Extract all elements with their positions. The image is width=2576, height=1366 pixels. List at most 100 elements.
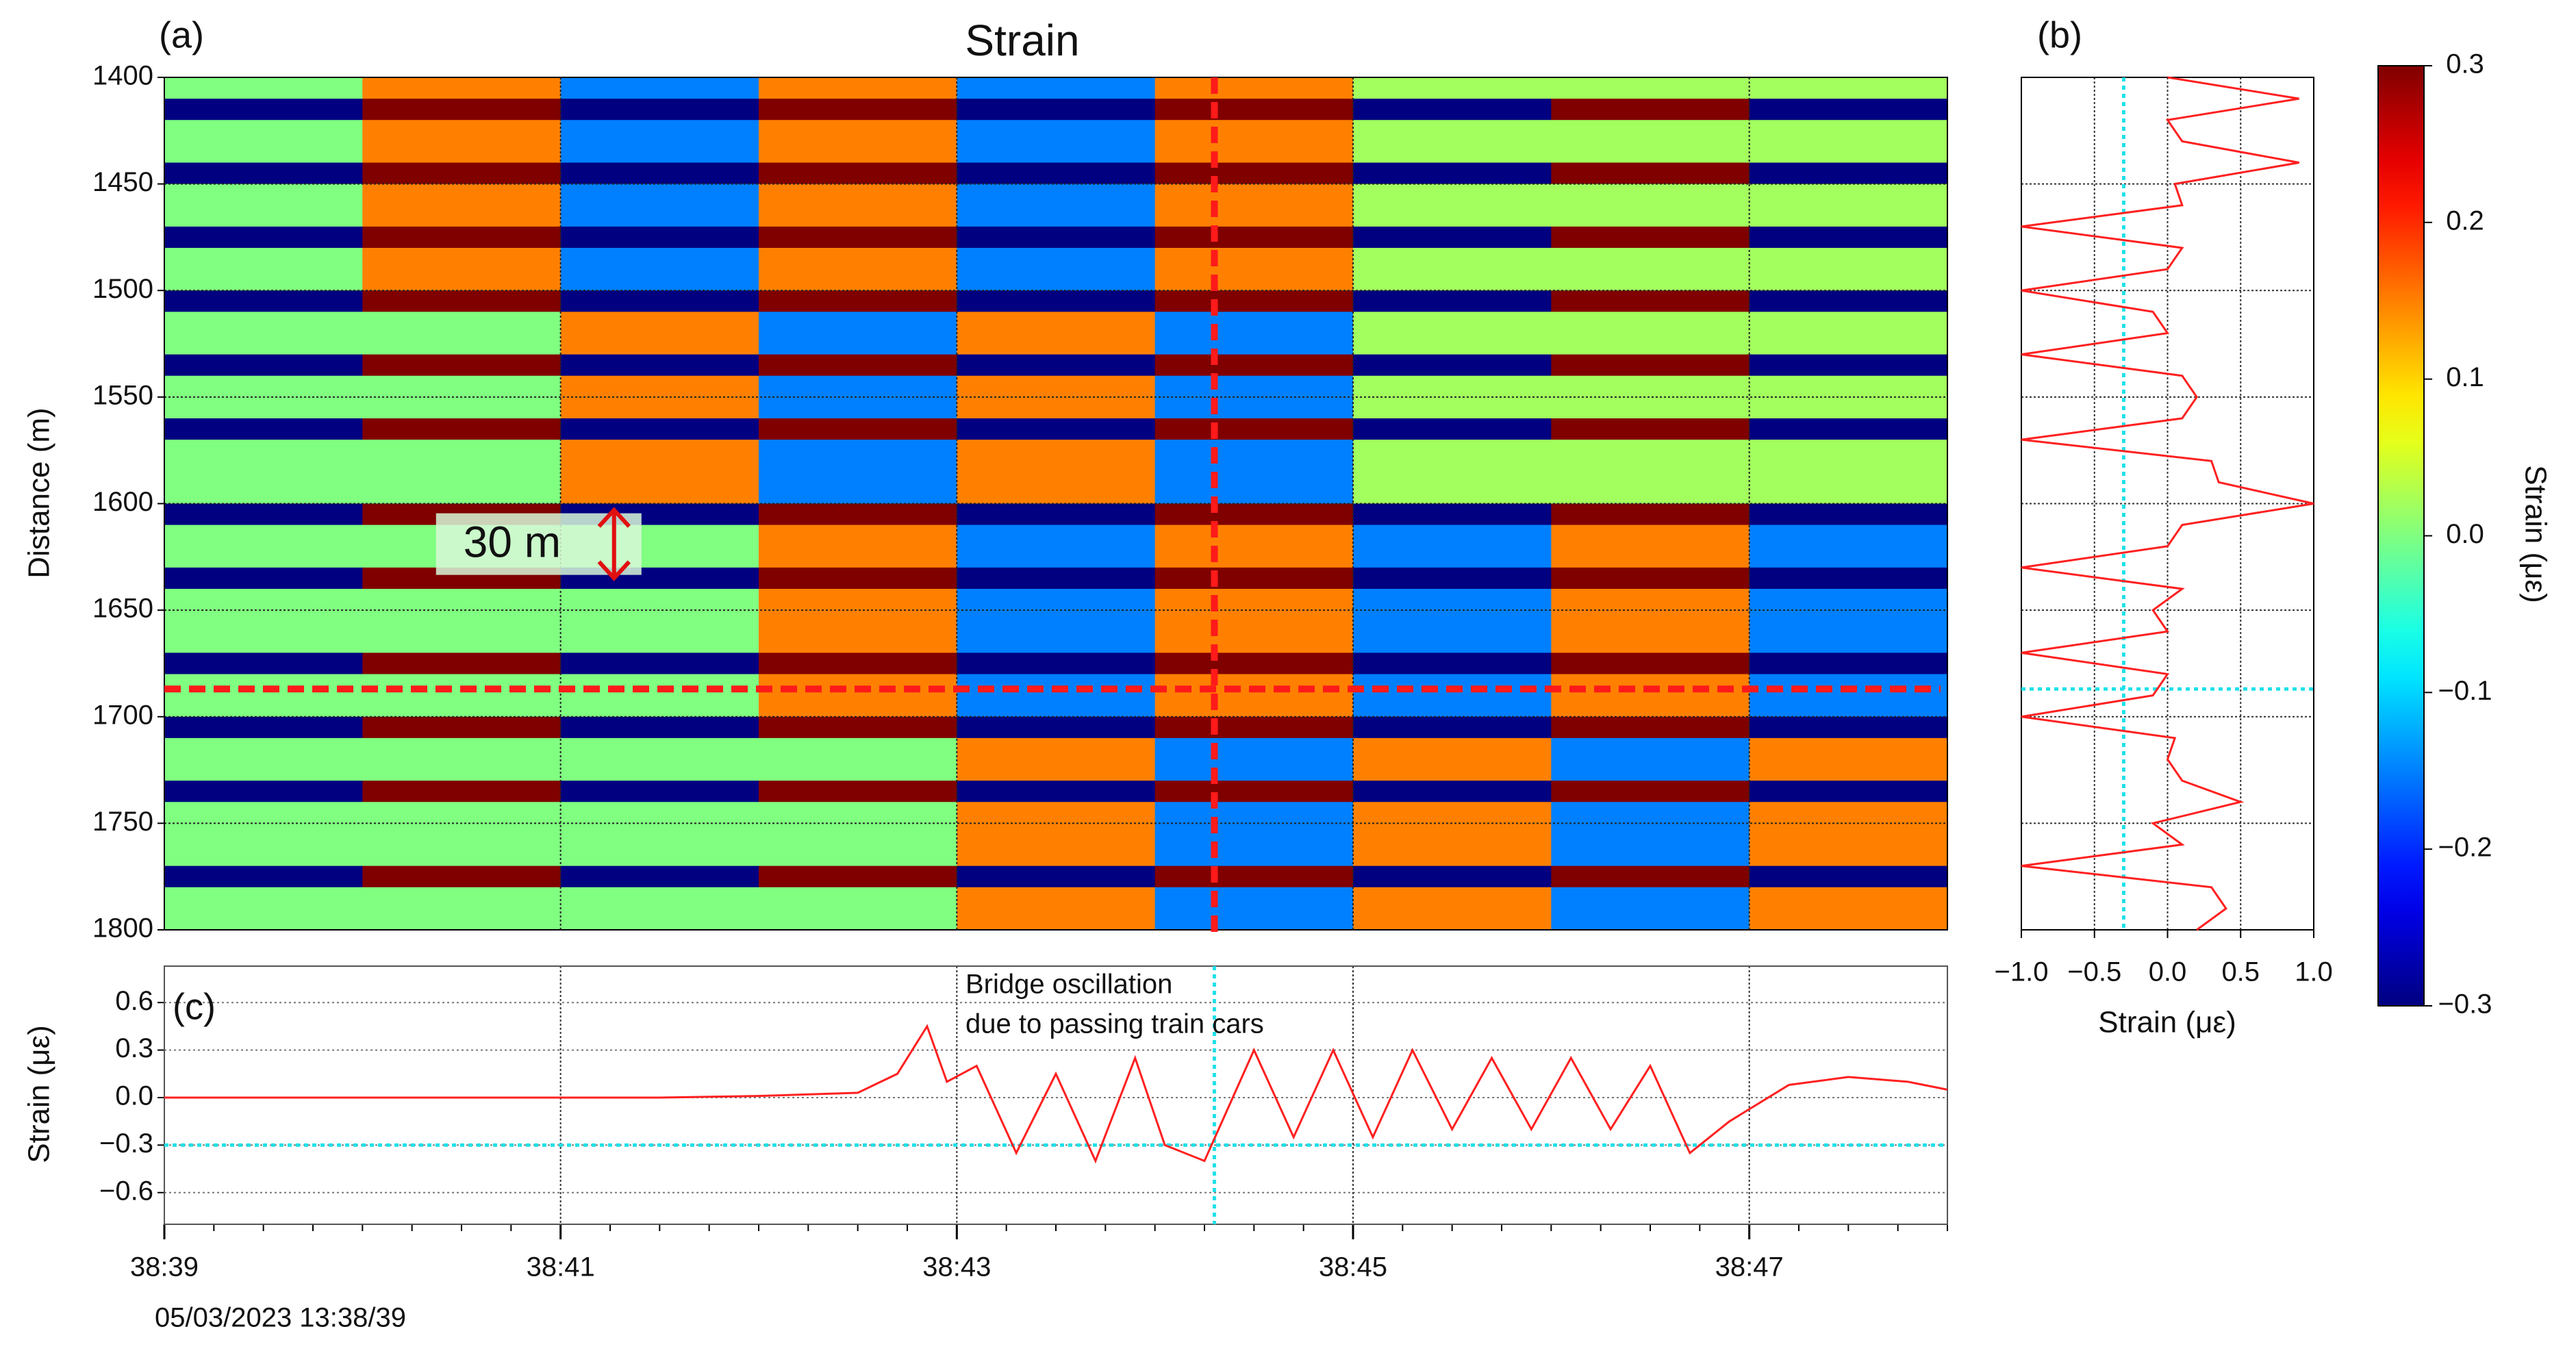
colorbar-tick-label: −0.1 <box>2438 676 2492 706</box>
heatmap-cell <box>560 823 759 845</box>
heatmap-cell <box>560 226 759 249</box>
heatmap-cell <box>759 290 957 312</box>
heatmap-cell <box>759 631 957 653</box>
heatmap-cell <box>362 418 561 440</box>
annotation-text: due to passing train cars <box>965 1009 1264 1039</box>
heatmap-cell <box>1353 333 1552 355</box>
heatmap-cell <box>1749 546 1948 568</box>
heatmap-cell <box>1353 802 1552 824</box>
y-tick-label: 1600 <box>92 487 153 517</box>
heatmap-cell <box>1749 77 1948 99</box>
heatmap-cell <box>759 546 957 568</box>
heatmap-cell <box>164 99 363 121</box>
heatmap-cell <box>1154 440 1354 461</box>
heatmap-cell <box>759 226 957 249</box>
heatmap-cell <box>1154 141 1354 163</box>
heatmap-cell <box>362 482 561 504</box>
y-tick-label: 1800 <box>92 913 153 944</box>
heatmap-cell <box>164 375 363 398</box>
heatmap-cell <box>1749 461 1948 483</box>
heatmap-cell <box>1353 290 1552 312</box>
heatmap-cell <box>1551 802 1750 824</box>
heatmap-cell <box>1551 695 1750 718</box>
heatmap-cell <box>1749 440 1948 461</box>
heatmap-cell <box>957 844 1156 867</box>
y-tick-label: 1450 <box>92 167 153 197</box>
heatmap-cell <box>957 205 1156 227</box>
heatmap-cell <box>1154 865 1354 888</box>
heatmap-cell <box>1551 375 1750 398</box>
heatmap-cell <box>560 589 759 611</box>
heatmap-cell <box>1353 461 1552 483</box>
heatmap-cell <box>362 248 561 270</box>
colorbar-tick-label: 0.1 <box>2446 362 2484 392</box>
heatmap-cell <box>957 120 1156 142</box>
heatmap-cell <box>164 184 363 206</box>
heatmap-cell <box>362 887 561 909</box>
heatmap-cell <box>1353 269 1552 291</box>
heatmap-cell <box>1551 546 1750 568</box>
heatmap-cell <box>1353 440 1552 461</box>
heatmap-cell <box>759 695 957 718</box>
heatmap-cell <box>1353 184 1552 206</box>
heatmap-cell <box>1154 99 1354 121</box>
heatmap-cell <box>560 781 759 802</box>
heatmap-cell <box>1154 631 1354 653</box>
heatmap-cell <box>164 205 363 227</box>
heatmap-cell <box>1749 226 1948 249</box>
heatmap-cell <box>164 290 363 312</box>
heatmap-cell <box>759 823 957 845</box>
y-tick-label: 1400 <box>92 61 153 91</box>
heatmap-cell <box>1749 482 1948 504</box>
panel-label: (a) <box>159 14 204 55</box>
heatmap-cell <box>164 120 363 142</box>
heatmap-cell <box>362 823 561 845</box>
heatmap-cell <box>1749 737 1948 760</box>
heatmap-cell <box>1353 589 1552 611</box>
heatmap-cell <box>759 653 957 674</box>
heatmap-cell <box>164 77 363 99</box>
heatmap-cell <box>957 716 1156 739</box>
heatmap-cell <box>1353 141 1552 163</box>
heatmap-cell <box>759 802 957 824</box>
heatmap-cell <box>362 759 561 781</box>
heatmap-cell <box>164 908 363 931</box>
heatmap-cell <box>957 354 1156 377</box>
heatmap-cell <box>164 781 363 802</box>
heatmap-cell <box>1551 908 1750 931</box>
heatmap-cell <box>1749 716 1948 739</box>
heatmap-cell <box>957 312 1156 333</box>
colorbar-tick-label: −0.2 <box>2438 833 2492 863</box>
heatmap-cell <box>164 844 363 867</box>
annotation-box <box>435 513 642 575</box>
heatmap-cell <box>164 674 363 696</box>
heatmap-cell <box>1154 546 1354 568</box>
heatmap-cell <box>560 695 759 718</box>
heatmap-cell <box>1551 141 1750 163</box>
heatmap-cell <box>1154 759 1354 781</box>
heatmap-cell <box>362 290 561 312</box>
heatmap-cell <box>560 333 759 355</box>
heatmap-cell <box>957 184 1156 206</box>
heatmap-cell <box>560 77 759 99</box>
y-tick-label: 0.0 <box>115 1081 153 1111</box>
heatmap-cell <box>759 781 957 802</box>
x-tick-label: −0.5 <box>2067 957 2121 987</box>
heatmap-cell <box>1749 567 1948 590</box>
heatmap-cell <box>164 333 363 355</box>
heatmap-cell <box>957 226 1156 249</box>
heatmap-cell <box>362 737 561 760</box>
colorbar-tick-label: −0.3 <box>2438 989 2492 1020</box>
heatmap-cell <box>362 610 561 632</box>
heatmap-cell <box>1551 440 1750 461</box>
heatmap-cell <box>164 695 363 718</box>
colorbar-label: Strain (με) <box>2518 465 2552 603</box>
heatmap-cell <box>1353 844 1552 867</box>
heatmap-cell <box>1154 653 1354 674</box>
heatmap-cell <box>957 269 1156 291</box>
heatmap-cell <box>1749 205 1948 227</box>
heatmap-cell <box>759 184 957 206</box>
heatmap-cell <box>1154 375 1354 398</box>
heatmap-cell <box>362 589 561 611</box>
